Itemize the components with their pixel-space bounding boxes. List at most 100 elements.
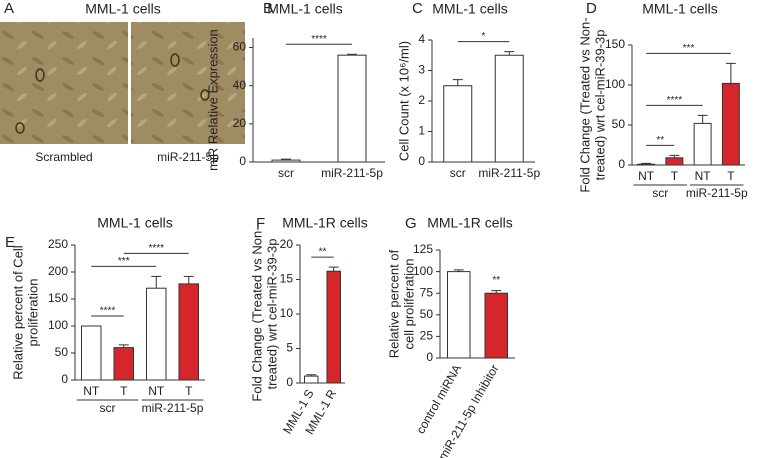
y-tick-label: 150 <box>48 291 68 305</box>
y-tick-label: 150 <box>605 37 625 51</box>
error-bar <box>491 290 502 294</box>
significance-label: **** <box>148 243 164 254</box>
y-axis-label: treated) wrt cel-miR-39-3p <box>264 239 279 390</box>
y-axis-label: Fold Change (Treated vs Non- <box>249 226 264 401</box>
y-tick-label: 2 <box>418 93 425 107</box>
y-tick-label: 1 <box>418 124 425 138</box>
y-tick-label: 75 <box>420 285 434 299</box>
significance-label: **** <box>100 306 116 317</box>
x-tick-label: T <box>727 169 735 183</box>
significance-label: **** <box>311 34 327 45</box>
y-tick-label: 0 <box>426 350 433 364</box>
panel-title: MML-1 cells <box>267 1 342 17</box>
error-bar <box>306 374 317 377</box>
y-tick-label: 25 <box>420 329 434 343</box>
error-bar <box>669 154 680 158</box>
y-tick-label: 10 <box>280 306 294 320</box>
significance-label: *** <box>118 256 130 267</box>
error-bar <box>328 266 339 272</box>
panel-letter: A <box>4 0 14 17</box>
bar <box>494 54 524 163</box>
y-tick-label: 250 <box>48 237 68 251</box>
panel-title: MML-1R cells <box>282 215 368 231</box>
y-axis-label: miR Relative Expression <box>205 29 220 171</box>
y-tick-label: 40 <box>233 78 247 92</box>
group-label: miR-211-5p <box>686 186 748 200</box>
y-tick-label: 200 <box>48 264 68 278</box>
bar <box>81 325 102 381</box>
group-label: scr <box>652 186 668 200</box>
x-tick-label: T <box>120 384 128 398</box>
y-tick-label: 50 <box>55 345 69 359</box>
group-label: scr <box>100 401 116 415</box>
panel-letter: E <box>5 234 15 251</box>
error-bar <box>118 344 129 348</box>
y-tick-label: 5 <box>286 341 293 355</box>
x-tick-label: NT <box>638 169 655 183</box>
y-tick-label: 4 <box>418 32 425 46</box>
y-tick-label: 20 <box>233 116 247 130</box>
error-bar <box>725 62 736 84</box>
x-tick-label: NT <box>83 384 100 398</box>
cell <box>170 53 180 67</box>
x-tick-label: scr <box>278 166 294 180</box>
panel-letter: G <box>405 215 417 232</box>
error-bar <box>151 275 162 289</box>
significance-label: ** <box>492 275 500 286</box>
bar <box>146 287 167 381</box>
panel-title: MML-1 cells <box>642 1 717 17</box>
y-tick-label: 50 <box>420 307 434 321</box>
significance-label: ** <box>656 135 664 146</box>
bar <box>304 375 319 384</box>
panel-title: MML-1 cells <box>85 1 160 17</box>
bar <box>721 82 740 166</box>
y-tick-label: 0 <box>618 157 625 171</box>
significance-label: *** <box>683 43 695 54</box>
y-tick-label: 0 <box>418 154 425 168</box>
y-tick-label: 60 <box>233 40 247 54</box>
x-tick-label: miR-211-5p <box>321 166 383 180</box>
y-axis-label: Cell Count (x 10⁶/ml) <box>396 41 411 161</box>
error-bar <box>641 162 652 165</box>
y-axis-label: Relative percent of Cell <box>10 245 25 380</box>
bar <box>693 122 712 166</box>
panel-letter: B <box>263 0 273 17</box>
x-tick-label: NT <box>695 169 712 183</box>
y-tick-label: 100 <box>605 77 625 91</box>
x-tick-label: T <box>185 384 193 398</box>
error-bar <box>504 51 515 56</box>
cell <box>200 89 210 101</box>
cell <box>15 122 25 134</box>
x-tick-label: NT <box>148 384 165 398</box>
y-tick-label: 0 <box>61 372 68 386</box>
bar <box>178 283 199 381</box>
error-bar <box>347 53 357 56</box>
y-tick-label: 3 <box>418 63 425 77</box>
y-tick-label: 100 <box>48 318 68 332</box>
cell <box>35 68 45 82</box>
y-axis-label: Fold Change (Treated vs Non- <box>577 17 592 192</box>
micrograph <box>0 22 128 144</box>
panel-title: MML-1 cells <box>97 215 172 231</box>
y-axis-label: cell proliferation <box>401 258 416 349</box>
error-bar <box>281 158 291 161</box>
panel-title: MML-1R cells <box>427 215 513 231</box>
bar <box>637 163 656 166</box>
error-bar <box>453 269 464 272</box>
x-tick-label: T <box>671 169 679 183</box>
image-caption: Scrambled <box>35 150 92 164</box>
y-tick-label: 100 <box>413 264 433 278</box>
y-axis-label: Relative percent of <box>386 249 401 358</box>
micrograph <box>131 22 245 144</box>
y-tick-label: 0 <box>286 375 293 389</box>
bar <box>665 157 684 166</box>
significance-label: **** <box>667 95 683 106</box>
x-tick-label: scr <box>450 166 466 180</box>
panel-title: MML-1 cells <box>432 1 507 17</box>
error-bar <box>183 275 194 284</box>
y-tick-label: 0 <box>239 154 246 168</box>
bar <box>326 270 341 384</box>
bar <box>443 85 473 163</box>
bar <box>337 54 367 163</box>
